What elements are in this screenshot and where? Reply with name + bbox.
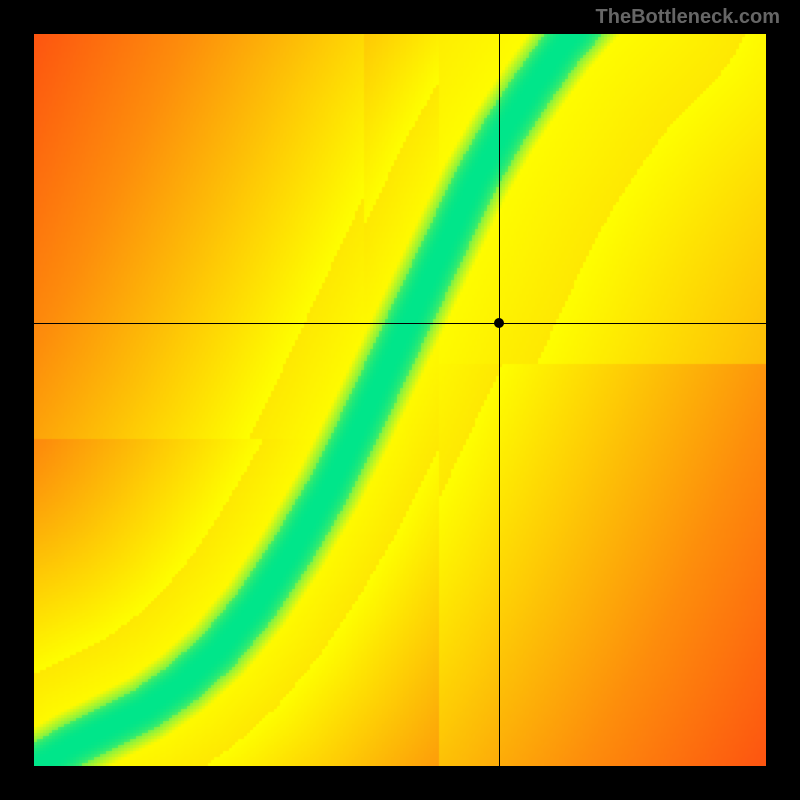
- crosshair-vertical: [499, 34, 500, 766]
- crosshair-horizontal: [34, 323, 766, 324]
- heatmap-plot: [34, 34, 766, 766]
- watermark: TheBottleneck.com: [596, 6, 780, 29]
- crosshair-marker: [494, 318, 504, 328]
- heatmap-canvas: [34, 34, 766, 766]
